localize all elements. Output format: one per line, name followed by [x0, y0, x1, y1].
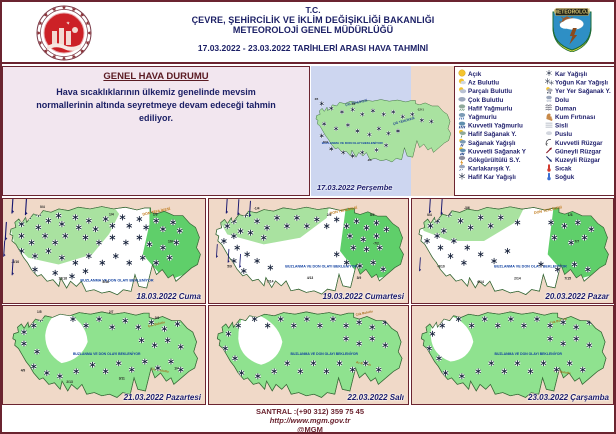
svg-text:1/5: 1/5 — [37, 310, 42, 314]
svg-text:-7/2: -7/2 — [373, 241, 379, 245]
svg-text:Kum Fırtınası: Kum Fırtınası — [555, 114, 595, 121]
svg-text:Karlakarışık Y.: Karlakarışık Y. — [468, 166, 511, 173]
svg-text:7/7: 7/7 — [574, 240, 579, 244]
svg-text:Soğuk: Soğuk — [555, 174, 575, 181]
svg-text:BUZLANMA VE DON OLAYI BEKLENİY: BUZLANMA VE DON OLAYI BEKLENİYOR — [291, 351, 359, 356]
svg-text:4/13: 4/13 — [307, 276, 314, 280]
svg-text:0/4: 0/4 — [427, 213, 432, 217]
svg-text:-1/4: -1/4 — [254, 207, 260, 211]
svg-text:Yer Yer Sağanak Y.: Yer Yer Sağanak Y. — [555, 88, 611, 95]
svg-text:2/6: 2/6 — [155, 316, 160, 320]
svg-text:Hafif Kar Yağışlı: Hafif Kar Yağışlı — [468, 174, 516, 181]
svg-text:BUZLANMA VE DON OLAYI BEKLENİY: BUZLANMA VE DON OLAYI BEKLENİYOR — [73, 351, 141, 356]
svg-text:Açık: Açık — [468, 71, 482, 78]
svg-text:Puslu: Puslu — [555, 131, 572, 138]
svg-text:-3/10: -3/10 — [437, 265, 445, 269]
svg-text:Gökgürültülü S.Y.: Gökgürültülü S.Y. — [468, 157, 521, 164]
svg-text:BUZLANMA VE DON OLAYI BEKLENİY: BUZLANMA VE DON OLAYI BEKLENİYOR — [80, 277, 153, 282]
svg-text:0/4: 0/4 — [370, 213, 375, 217]
svg-text:Hafif Yağmurlu: Hafif Yağmurlu — [468, 105, 512, 112]
svg-text:Dolu: Dolu — [555, 97, 569, 104]
svg-text:Sıcak: Sıcak — [555, 166, 572, 173]
svg-text:12/18: 12/18 — [59, 277, 68, 281]
svg-text:Yağmurlu: Yağmurlu — [468, 114, 497, 121]
svg-text:7/15: 7/15 — [564, 276, 571, 280]
svg-text:Güneyli Rüzgar: Güneyli Rüzgar — [555, 148, 602, 155]
svg-text:2/5: 2/5 — [327, 213, 332, 217]
svg-text:1/3: 1/3 — [568, 213, 573, 217]
svg-text:2/14: 2/14 — [514, 276, 521, 280]
svg-text:6/14: 6/14 — [477, 280, 484, 284]
svg-text:METEOROLOJİ: METEOROLOJİ — [554, 9, 591, 16]
svg-text:Hafif Sağanak Y.: Hafif Sağanak Y. — [468, 131, 517, 138]
svg-text:Yoğun Kar Yağışlı: Yoğun Kar Yağışlı — [555, 80, 608, 87]
svg-text:Kar Yağışlı: Kar Yağışlı — [555, 71, 587, 78]
svg-text:Parçalı Bulutlu: Parçalı Bulutlu — [468, 88, 512, 95]
svg-text:Az Bulutlu: Az Bulutlu — [468, 80, 499, 87]
svg-text:-3/6: -3/6 — [464, 206, 470, 210]
svg-text:3/9: 3/9 — [357, 276, 362, 280]
svg-text:Kuvvetli Sağanak Y: Kuvvetli Sağanak Y — [468, 148, 527, 155]
svg-text:7/16: 7/16 — [323, 140, 329, 144]
svg-text:Kuvvetli Yağmurlu: Kuvvetli Yağmurlu — [468, 123, 523, 130]
svg-text:4/9: 4/9 — [21, 368, 26, 372]
svg-text:1/4: 1/4 — [109, 213, 114, 217]
svg-text:Sağanak Yağışlı: Sağanak Yağışlı — [468, 140, 516, 147]
svg-text:3/5: 3/5 — [315, 97, 319, 101]
svg-text:Duman: Duman — [555, 105, 576, 112]
svg-text:5/9: 5/9 — [227, 265, 232, 269]
svg-text:7/14: 7/14 — [267, 280, 274, 284]
svg-text:Çok Bulutlu: Çok Bulutlu — [355, 309, 373, 317]
svg-text:0/4: 0/4 — [40, 205, 45, 209]
svg-text:1/3: 1/3 — [153, 213, 158, 217]
svg-text:BUZLANMA VE DON OLAYI BEKLENİY: BUZLANMA VE DON OLAYI BEKLENİYOR — [495, 351, 563, 356]
svg-text:2/7: 2/7 — [109, 310, 114, 314]
svg-text:Kuvvetli Rüzgar: Kuvvetli Rüzgar — [555, 140, 603, 147]
svg-text:Kuzeyli Rüzgar: Kuzeyli Rüzgar — [555, 157, 601, 164]
svg-text:3/11: 3/11 — [119, 377, 125, 381]
svg-text:Sisli: Sisli — [555, 123, 568, 130]
svg-text:2/13: 2/13 — [66, 380, 73, 384]
svg-text:Çok Bulutlu: Çok Bulutlu — [468, 97, 503, 104]
svg-text:5/16: 5/16 — [102, 280, 109, 284]
